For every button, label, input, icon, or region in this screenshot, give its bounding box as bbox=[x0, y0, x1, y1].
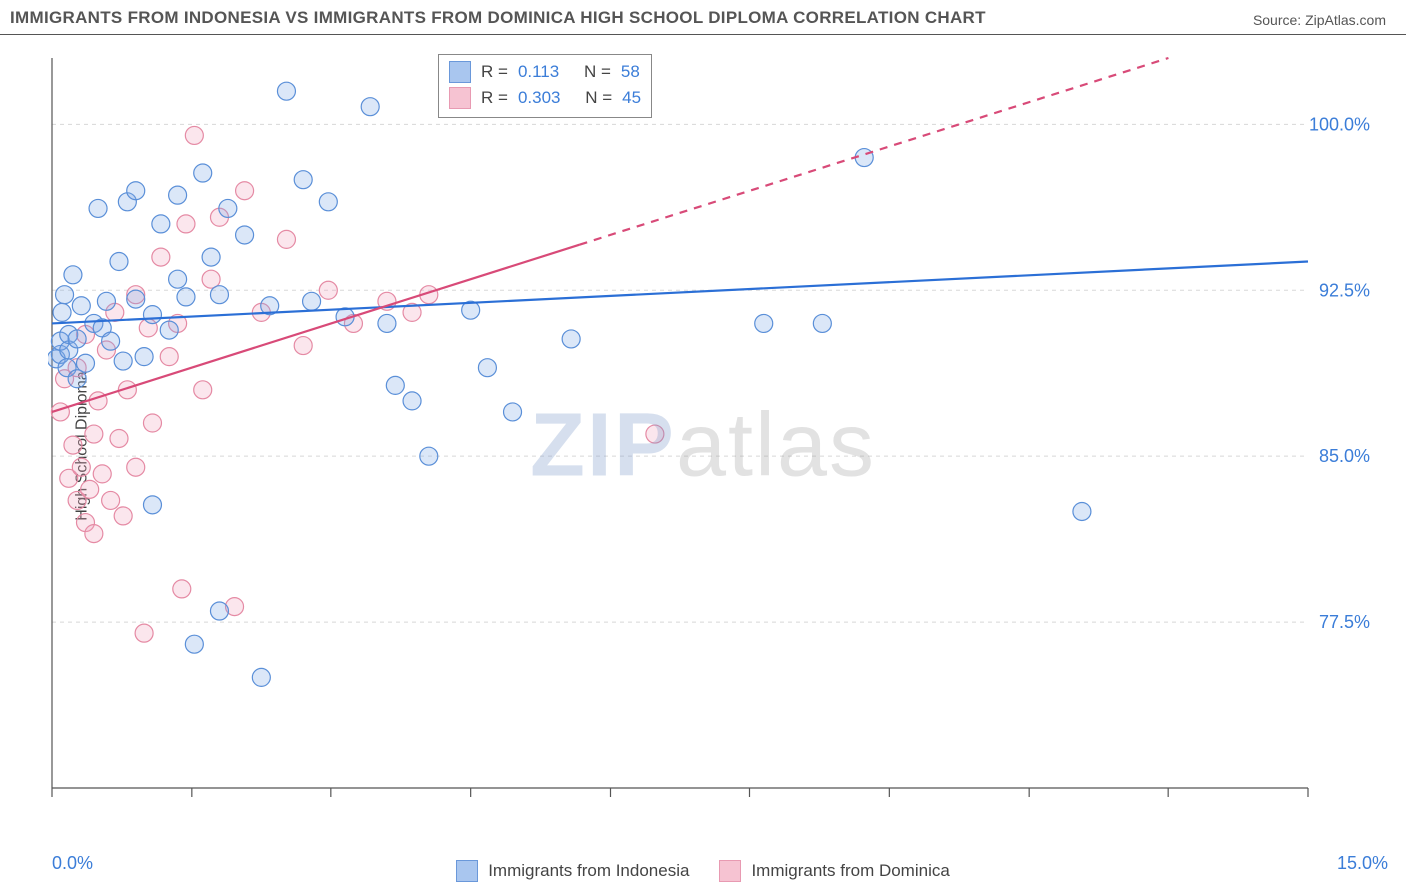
x-axis-max-label: 15.0% bbox=[1337, 853, 1388, 874]
legend-item: Immigrants from Dominica bbox=[719, 860, 949, 882]
legend-item: Immigrants from Indonesia bbox=[456, 860, 689, 882]
legend-swatch-icon bbox=[449, 87, 471, 109]
chart-title: IMMIGRANTS FROM INDONESIA VS IMMIGRANTS … bbox=[10, 8, 986, 28]
legend-n-value: 58 bbox=[621, 62, 640, 82]
legend-n-label: N = bbox=[585, 88, 612, 108]
source-label: Source: ZipAtlas.com bbox=[1253, 12, 1386, 28]
legend-r-value: 0.303 bbox=[518, 88, 561, 108]
svg-text:100.0%: 100.0% bbox=[1309, 114, 1370, 134]
x-axis-min-label: 0.0% bbox=[52, 853, 93, 874]
legend-swatch-icon bbox=[719, 860, 741, 882]
chart-area: 77.5% 85.0% 92.5% 100.0% bbox=[48, 48, 1378, 818]
series-legend: 0.0% Immigrants from Indonesia Immigrant… bbox=[0, 860, 1406, 882]
svg-text:77.5%: 77.5% bbox=[1319, 612, 1370, 632]
legend-row: R = 0.113 N = 58 bbox=[449, 59, 641, 85]
legend-swatch-icon bbox=[449, 61, 471, 83]
legend-series-label: Immigrants from Dominica bbox=[751, 861, 949, 881]
svg-text:92.5%: 92.5% bbox=[1319, 280, 1370, 300]
legend-swatch-icon bbox=[456, 860, 478, 882]
legend-row: R = 0.303 N = 45 bbox=[449, 85, 641, 111]
svg-text:85.0%: 85.0% bbox=[1319, 446, 1370, 466]
header: IMMIGRANTS FROM INDONESIA VS IMMIGRANTS … bbox=[0, 0, 1406, 35]
legend-n-label: N = bbox=[584, 62, 611, 82]
legend-r-label: R = bbox=[481, 88, 508, 108]
correlation-legend: R = 0.113 N = 58 R = 0.303 N = 45 bbox=[438, 54, 652, 118]
legend-n-value: 45 bbox=[622, 88, 641, 108]
scatter-plot-svg: 77.5% 85.0% 92.5% 100.0% bbox=[48, 48, 1378, 818]
legend-r-label: R = bbox=[481, 62, 508, 82]
legend-series-label: Immigrants from Indonesia bbox=[488, 861, 689, 881]
legend-r-value: 0.113 bbox=[518, 62, 559, 82]
